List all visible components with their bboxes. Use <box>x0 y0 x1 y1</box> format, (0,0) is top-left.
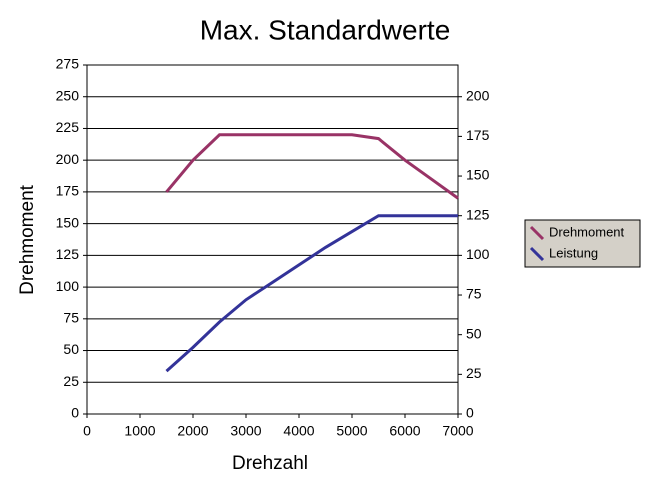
x-tick-label: 7000 <box>442 423 473 439</box>
data-line <box>165 214 458 373</box>
x-axis-label: Drehzahl <box>232 453 308 474</box>
y-tick-label: 100 <box>56 278 80 294</box>
y-tick-label: 0 <box>71 405 79 421</box>
x-tick-label: 0 <box>83 423 91 439</box>
y2-tick-label: 150 <box>466 167 490 183</box>
legend-label: Drehmoment <box>549 224 625 239</box>
x-tick-label: 4000 <box>283 423 314 439</box>
y-tick-label: 75 <box>63 310 79 326</box>
x-tick-label: 1000 <box>124 423 155 439</box>
data-line <box>165 133 459 200</box>
y2-tick-label: 50 <box>466 325 482 341</box>
x-tick-label: 3000 <box>230 423 261 439</box>
y2-tick-label: 25 <box>466 365 482 381</box>
y2-tick-label: 175 <box>466 127 490 143</box>
y2-tick-label: 125 <box>466 206 490 222</box>
y-tick-label: 200 <box>56 151 80 167</box>
legend-key <box>529 225 545 241</box>
plot-area <box>86 64 459 415</box>
y-tick-label: 125 <box>56 246 80 262</box>
y-tick-label: 175 <box>56 183 80 199</box>
y2-tick-label: 100 <box>466 246 490 262</box>
y2-tick-label: 75 <box>466 286 482 302</box>
y-tick-label: 25 <box>63 373 79 389</box>
y2-tick-label: 200 <box>466 87 490 103</box>
x-tick-label: 6000 <box>389 423 420 439</box>
y-tick-label: 250 <box>56 87 80 103</box>
x-tick-label: 2000 <box>177 423 208 439</box>
y-axis-label: Drehmoment <box>17 184 38 295</box>
y2-tick-label: 0 <box>466 405 474 421</box>
y-tick-label: 50 <box>63 341 79 357</box>
chart-title: Max. Standardwerte <box>200 14 451 45</box>
y-tick-label: 150 <box>56 214 80 230</box>
x-tick-label: 5000 <box>336 423 367 439</box>
legend-key <box>529 246 545 262</box>
legend-label: Leistung <box>549 245 598 260</box>
y-tick-label: 225 <box>56 119 80 135</box>
legend-box <box>524 219 641 268</box>
y-tick-label: 275 <box>56 56 80 72</box>
